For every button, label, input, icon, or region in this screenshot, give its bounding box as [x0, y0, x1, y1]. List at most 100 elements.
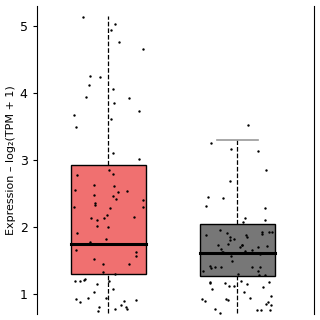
Point: [107, 279, 112, 284]
Point: [73, 247, 78, 252]
Point: [222, 281, 227, 286]
Point: [200, 296, 205, 301]
Point: [208, 266, 213, 271]
Point: [240, 242, 245, 247]
Point: [208, 263, 213, 268]
Point: [262, 206, 267, 211]
Point: [255, 148, 260, 154]
Point: [228, 179, 233, 184]
Point: [92, 183, 97, 188]
Point: [113, 271, 118, 276]
Point: [259, 230, 264, 235]
Point: [124, 307, 129, 312]
Point: [75, 172, 80, 177]
Point: [256, 269, 261, 274]
Point: [104, 212, 109, 217]
Point: [263, 272, 268, 277]
Point: [125, 188, 130, 194]
Point: [225, 241, 230, 246]
Point: [95, 217, 100, 222]
Point: [257, 273, 262, 278]
Point: [232, 283, 237, 288]
Point: [93, 200, 98, 205]
Point: [220, 250, 225, 255]
Point: [136, 109, 141, 114]
Point: [116, 190, 121, 195]
Point: [78, 279, 83, 284]
Point: [107, 206, 112, 211]
Point: [228, 237, 233, 242]
Point: [103, 237, 108, 242]
Point: [116, 39, 121, 44]
Point: [106, 224, 111, 229]
Point: [226, 298, 231, 303]
Point: [74, 297, 79, 302]
Point: [218, 310, 223, 315]
Point: [242, 289, 247, 294]
Point: [241, 219, 246, 224]
Point: [94, 281, 99, 286]
Point: [228, 235, 233, 240]
Point: [140, 198, 145, 203]
Point: [238, 279, 243, 284]
Point: [203, 233, 208, 238]
Point: [218, 228, 223, 233]
Point: [266, 300, 271, 305]
Point: [110, 286, 116, 291]
Point: [110, 171, 115, 176]
Point: [91, 256, 96, 261]
Point: [102, 215, 107, 220]
Point: [245, 123, 250, 128]
Point: [122, 299, 127, 304]
Point: [140, 47, 145, 52]
Point: [250, 247, 255, 252]
Point: [203, 203, 208, 208]
Point: [111, 100, 116, 106]
Point: [83, 94, 88, 99]
Point: [83, 276, 88, 281]
Point: [81, 15, 86, 20]
Point: [257, 251, 262, 256]
Point: [219, 265, 224, 270]
Point: [74, 125, 79, 130]
Point: [88, 73, 93, 78]
Point: [242, 215, 247, 220]
Point: [260, 251, 266, 256]
Point: [72, 204, 77, 210]
Point: [244, 234, 249, 239]
Point: [256, 244, 261, 250]
Point: [86, 83, 92, 88]
Point: [236, 272, 241, 277]
Point: [232, 236, 237, 242]
Point: [136, 156, 141, 161]
Point: [89, 216, 94, 221]
Point: [104, 296, 109, 301]
Point: [267, 280, 272, 285]
Bar: [200, 224, 275, 276]
Point: [263, 301, 268, 306]
Point: [245, 282, 250, 287]
Point: [201, 268, 206, 273]
Point: [208, 140, 213, 145]
Point: [95, 309, 100, 314]
Point: [212, 265, 217, 270]
Point: [221, 195, 226, 200]
Point: [133, 250, 138, 255]
Y-axis label: Expression – log₂(TPM + 1): Expression – log₂(TPM + 1): [5, 85, 16, 235]
Point: [228, 253, 234, 259]
Point: [118, 303, 124, 308]
Point: [81, 277, 86, 282]
Point: [205, 195, 210, 200]
Point: [263, 167, 268, 172]
Point: [219, 247, 224, 252]
Point: [210, 286, 215, 292]
Bar: [71, 165, 146, 274]
Point: [228, 146, 233, 151]
Point: [270, 229, 275, 234]
Point: [71, 113, 76, 118]
Point: [124, 305, 129, 310]
Point: [262, 217, 267, 222]
Point: [113, 21, 118, 27]
Point: [73, 278, 78, 284]
Point: [92, 289, 97, 294]
